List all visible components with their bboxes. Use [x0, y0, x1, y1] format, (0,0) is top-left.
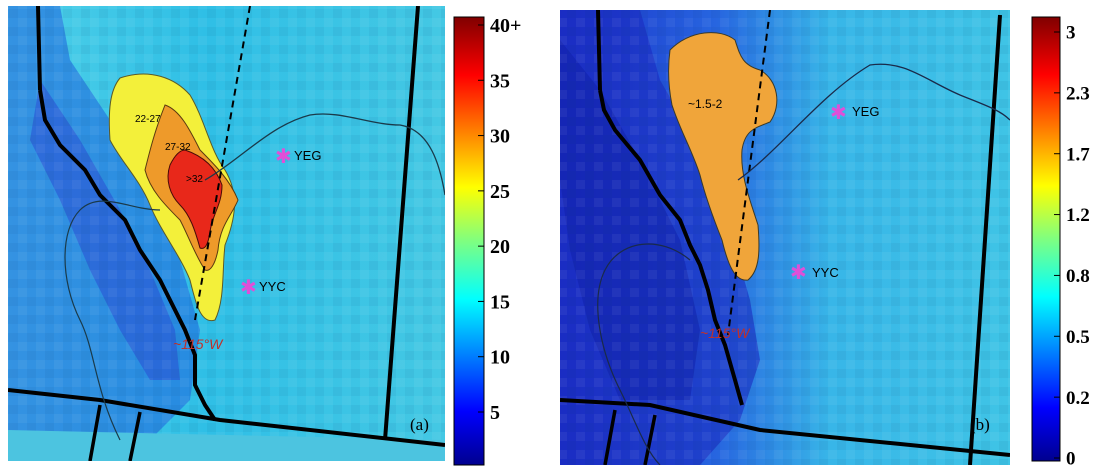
colorbar-tick-label: 1.7: [1066, 144, 1090, 165]
city-label: YEG: [852, 104, 879, 119]
panel-b-bc-ab-border: [598, 89, 744, 406]
panel-b-colorbar-ticks: 3 2.3 1.7 1.2 0.8 0.5 0.2 0: [1054, 23, 1090, 470]
city-label: YYC: [812, 265, 839, 280]
asterisk-icon: ✱: [830, 100, 847, 124]
colorbar-tick-label: 25: [490, 181, 510, 203]
colorbar-tick-label: 0: [1066, 449, 1076, 470]
panel-a-south-region: [8, 430, 445, 461]
panel-b-tag: (b): [970, 415, 990, 434]
colorbar-tick-label: 0.2: [1066, 388, 1090, 409]
panel-a-contour-label-1: 22-27: [135, 114, 161, 125]
panel-b-border-north: [596, 10, 602, 91]
panel-a: 22-27 27-32 >32 ✱ YEG ✱ YYC ~115°W (a) 4…: [8, 6, 521, 466]
panel-a-river-south: [64, 200, 161, 441]
panel-a-tag: (a): [410, 415, 429, 434]
colorbar-tick-label: 40+: [490, 15, 521, 37]
city-label: YEG: [294, 148, 321, 163]
panel-a-bc-ab-border: [38, 89, 217, 422]
panel-a-contour-label-2: 27-32: [165, 142, 191, 153]
panel-b-map: [560, 10, 1010, 465]
colorbar-tick-label: 2.3: [1066, 84, 1090, 105]
panel-b-us-border: [560, 398, 1010, 457]
panel-a-ab-sk-border: [383, 6, 420, 441]
city-label: YYC: [259, 279, 286, 294]
panel-b-pixel-texture: [560, 10, 1010, 465]
panel-b-meridian-label: ~115°W: [700, 325, 751, 341]
panel-a-colorbar-ramp: [453, 16, 485, 466]
panel-a-colorbar: 40+ 35 30 25 20 15 10 5: [453, 15, 521, 466]
panel-a-border-north: [36, 6, 42, 91]
colorbar-tick-label: 30: [490, 126, 510, 148]
panel-a-city-yeg: ✱ YEG: [275, 144, 321, 168]
colorbar-tick-label: 0.5: [1066, 327, 1090, 348]
panel-b-colorbar-ramp: [1031, 16, 1061, 462]
asterisk-icon: ✱: [790, 260, 807, 284]
panel-b-city-yeg: ✱ YEG: [830, 100, 879, 124]
colorbar-tick-label: 5: [490, 402, 500, 424]
panel-b-river-south: [597, 243, 691, 465]
panel-b-city-yyc: ✱ YYC: [790, 260, 839, 284]
panel-b-contour-1-5-2: [668, 32, 778, 281]
panel-a-colorbar-ticks: 40+ 35 30 25 20 15 10 5: [478, 15, 521, 424]
panel-a-contour-gt-32: [167, 149, 223, 249]
panel-a-city-yyc: ✱ YYC: [240, 275, 286, 299]
panel-a-contour-label-3: >32: [186, 174, 203, 185]
panel-b-state-borders: [603, 409, 657, 465]
panel-a-meridian-line: [194, 6, 251, 321]
panel-b-ab-sk-border: [968, 14, 1002, 465]
colorbar-tick-label: 35: [490, 70, 510, 92]
panel-a-meridian-label: ~115°W: [173, 336, 224, 352]
colorbar-tick-label: 15: [490, 291, 510, 313]
panel-b-colorbar: 3 2.3 1.7 1.2 0.8 0.5 0.2 0: [1031, 16, 1090, 470]
panel-a-map: [8, 6, 445, 461]
colorbar-tick-label: 10: [490, 347, 510, 369]
panel-a-us-border: [8, 388, 445, 447]
panel-a-river-north: [204, 113, 445, 196]
panel-b-contour-label: ~1.5-2: [688, 97, 723, 111]
colorbar-tick-label: 20: [490, 236, 510, 258]
colorbar-tick-label: 3: [1066, 23, 1076, 44]
panel-b-river-north: [737, 63, 1010, 181]
asterisk-icon: ✱: [240, 275, 257, 299]
panel-a-state-borders: [88, 404, 142, 461]
colorbar-tick-label: 0.8: [1066, 266, 1090, 287]
asterisk-icon: ✱: [275, 144, 292, 168]
panel-b: ~1.5-2 ✱ YEG ✱ YYC ~115°W (b) 3 2.3 1.7 1.2…: [560, 10, 1090, 470]
colorbar-tick-label: 1.2: [1066, 205, 1090, 226]
panel-b-meridian-line: [727, 10, 771, 336]
